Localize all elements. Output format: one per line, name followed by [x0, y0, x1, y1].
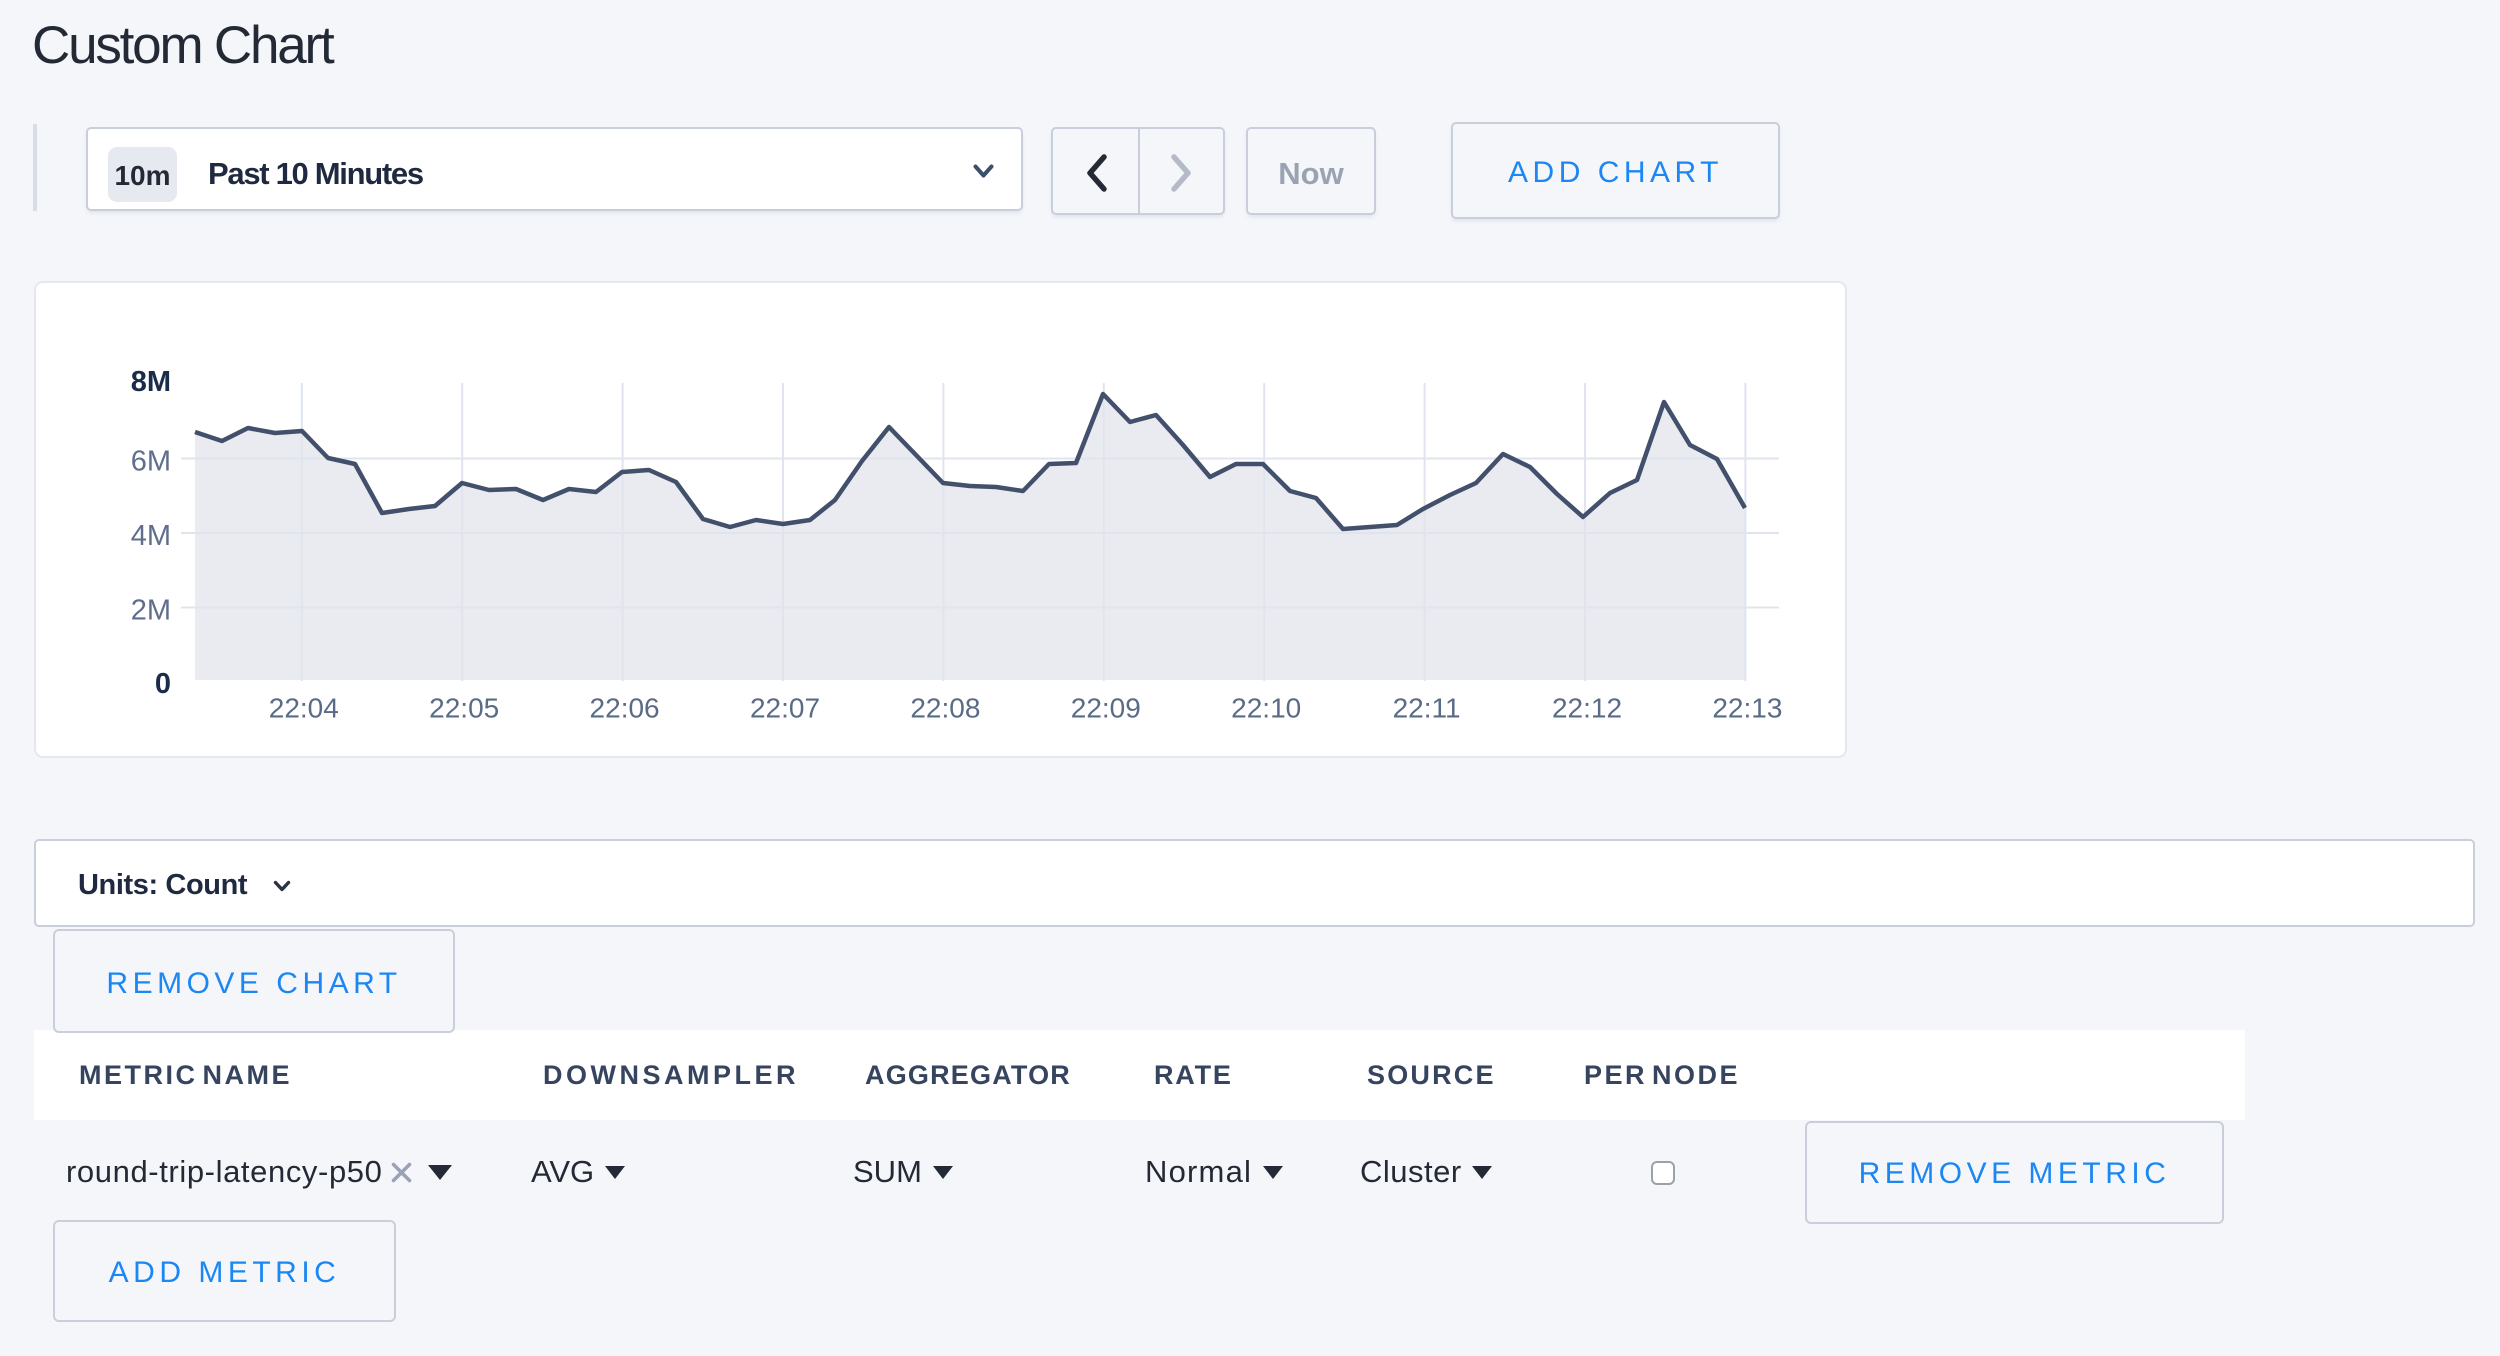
- svg-text:22:10: 22:10: [1231, 693, 1301, 724]
- svg-text:22:09: 22:09: [1071, 693, 1141, 724]
- svg-text:22:05: 22:05: [429, 693, 499, 724]
- svg-text:22:07: 22:07: [750, 693, 820, 724]
- svg-text:22:06: 22:06: [590, 693, 660, 724]
- svg-text:22:08: 22:08: [910, 693, 980, 724]
- svg-text:6M: 6M: [131, 446, 171, 478]
- svg-text:4M: 4M: [131, 520, 171, 552]
- svg-text:22:13: 22:13: [1712, 693, 1782, 724]
- svg-text:22:04: 22:04: [269, 693, 339, 724]
- svg-text:8M: 8M: [131, 366, 171, 398]
- svg-text:22:12: 22:12: [1552, 693, 1622, 724]
- svg-text:0: 0: [155, 668, 171, 700]
- svg-text:2M: 2M: [131, 595, 171, 627]
- svg-text:22:11: 22:11: [1393, 693, 1461, 724]
